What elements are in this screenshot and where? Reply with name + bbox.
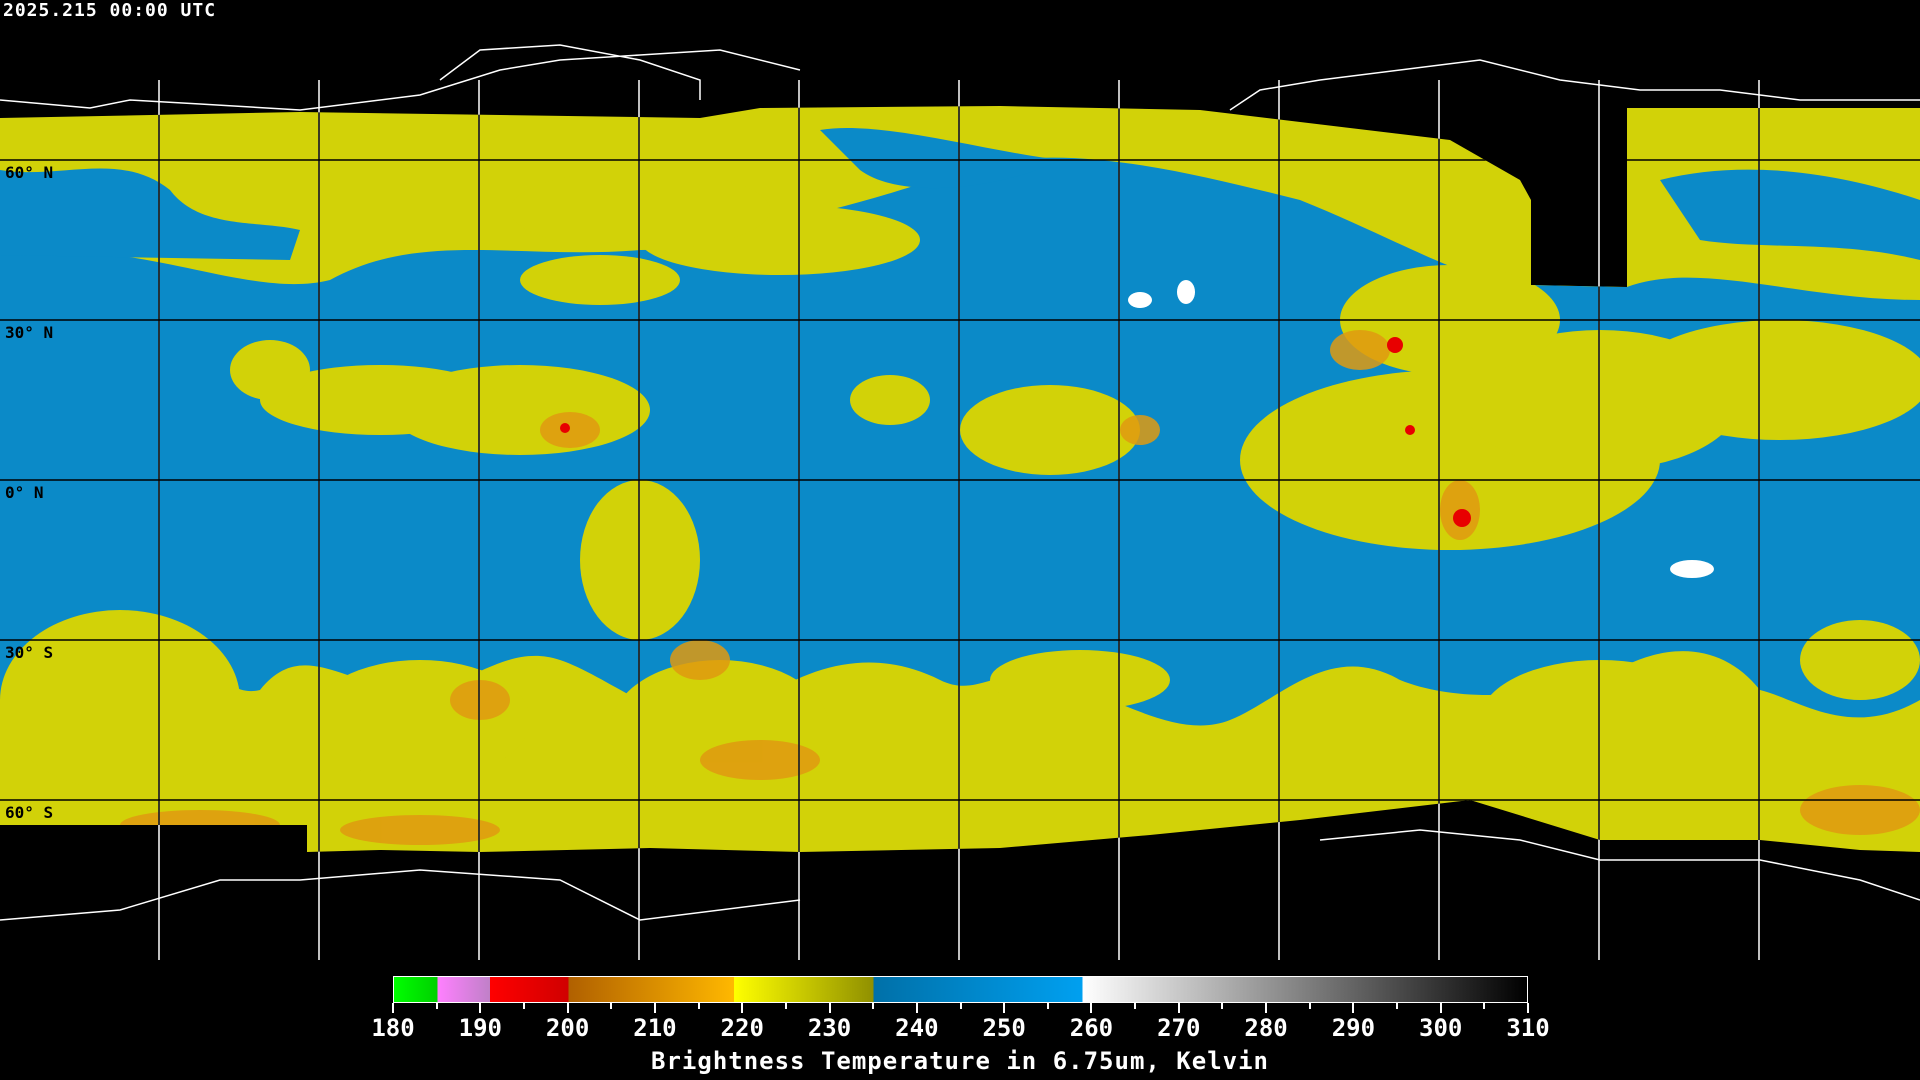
colorbar-tick bbox=[915, 1003, 918, 1013]
colorbar-tick bbox=[610, 1003, 613, 1009]
colorbar-tick-label: 240 bbox=[895, 1014, 939, 1042]
lat-label-30s: 30° S bbox=[5, 643, 54, 662]
colorbar-tick bbox=[1221, 1003, 1224, 1009]
colorbar-tick-label: 260 bbox=[1069, 1014, 1114, 1042]
colorbar-tick-label: 230 bbox=[807, 1014, 852, 1042]
colorbar-tick bbox=[653, 1003, 656, 1013]
colorbar-tick bbox=[697, 1003, 700, 1009]
lat-label-30n: 30° N bbox=[5, 323, 54, 342]
colorbar-tick bbox=[741, 1003, 744, 1013]
colorbar-tick bbox=[784, 1003, 787, 1009]
colorbar-tick-label: 310 bbox=[1506, 1014, 1550, 1042]
colorbar-tick-label: 270 bbox=[1157, 1014, 1201, 1042]
colorbar-tick-label: 300 bbox=[1419, 1014, 1463, 1042]
colorbar-tick-label: 290 bbox=[1331, 1014, 1376, 1042]
colorbar-tick bbox=[1177, 1003, 1180, 1013]
colorbar-tick bbox=[828, 1003, 831, 1013]
satellite-map bbox=[0, 44, 1920, 960]
colorbar-tick bbox=[1003, 1003, 1006, 1013]
colorbar-tick bbox=[1483, 1003, 1486, 1009]
lat-label-0n: 0° N bbox=[5, 483, 44, 502]
colorbar-tick-label: 280 bbox=[1244, 1014, 1288, 1042]
colorbar-tick bbox=[1308, 1003, 1311, 1009]
colorbar-tick bbox=[1352, 1003, 1355, 1013]
lat-label-60n: 60° N bbox=[5, 163, 54, 182]
colorbar-tick bbox=[435, 1003, 438, 1009]
colorbar-tick bbox=[566, 1003, 569, 1013]
colorbar-tick-label: 210 bbox=[633, 1014, 677, 1042]
colorbar-tick bbox=[959, 1003, 962, 1009]
colorbar-tick-label: 190 bbox=[458, 1014, 502, 1042]
colorbar bbox=[393, 976, 1528, 1003]
colorbar-tick-label: 200 bbox=[545, 1014, 590, 1042]
colorbar-tick bbox=[1134, 1003, 1137, 1009]
colorbar-tick bbox=[392, 1003, 394, 1013]
colorbar-tick bbox=[872, 1003, 875, 1009]
colorbar-tick bbox=[479, 1003, 482, 1013]
colorbar-tick bbox=[1396, 1003, 1399, 1009]
coastlines bbox=[0, 44, 1920, 921]
colorbar-tick bbox=[1265, 1003, 1268, 1013]
colorbar-tick-label: 250 bbox=[982, 1014, 1026, 1042]
colorbar-tick bbox=[522, 1003, 525, 1009]
colorbar-tick bbox=[1090, 1003, 1093, 1013]
colorbar-tick bbox=[1527, 1003, 1529, 1013]
lat-label-60s: 60° S bbox=[5, 803, 54, 822]
colorbar-title: Brightness Temperature in 6.75um, Kelvin bbox=[651, 1047, 1269, 1075]
colorbar-tick bbox=[1046, 1003, 1049, 1009]
colorbar-tick-label: 180 bbox=[371, 1014, 415, 1042]
colorbar-tick bbox=[1439, 1003, 1442, 1013]
timestamp-label: 2025.215 00:00 UTC bbox=[3, 0, 217, 21]
colorbar-tick-label: 220 bbox=[720, 1014, 764, 1042]
